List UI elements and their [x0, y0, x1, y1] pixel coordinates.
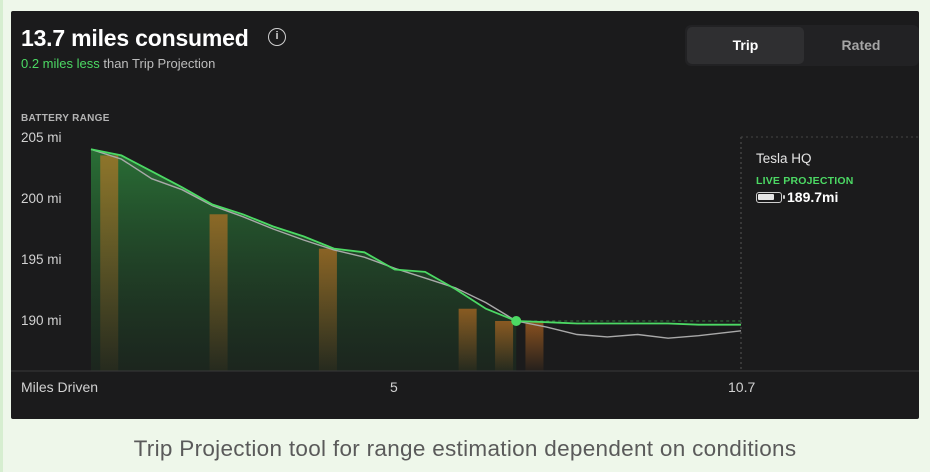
image-caption: Trip Projection tool for range estimatio…	[133, 436, 797, 461]
projection-area-fill	[91, 149, 517, 371]
y-tick-label: 195 mi	[21, 252, 62, 267]
projection-area	[91, 149, 517, 371]
high-energy-bands	[100, 155, 544, 371]
high-energy-band	[209, 214, 228, 371]
y-tick-label: 200 mi	[21, 191, 62, 206]
projection-range-line	[90, 148, 741, 326]
toggle-trip[interactable]: Trip	[687, 27, 804, 64]
info-circle-icon[interactable]: i	[268, 28, 286, 46]
difference-highlight: 0.2 miles less	[21, 56, 100, 71]
projected-arrival-range: 189.7mi	[787, 189, 839, 205]
high-energy-band	[525, 322, 544, 371]
frame-edge	[0, 0, 3, 472]
x-tick-label: 10.7	[728, 379, 756, 395]
high-energy-band	[458, 308, 477, 371]
y-tick-label: 190 mi	[21, 313, 62, 328]
x-tick-label: 5	[390, 379, 398, 395]
battery-icon	[756, 192, 785, 203]
high-energy-band	[495, 321, 514, 371]
destination-name: Tesla HQ	[756, 151, 812, 166]
high-energy-band	[318, 248, 337, 371]
miles-consumed-title: 13.7 miles consumed	[21, 25, 249, 51]
toggle-rated[interactable]: Rated	[841, 37, 881, 53]
trip-panel: 13.7 miles consumed i 0.2 miles less tha…	[11, 11, 919, 419]
y-tick-label: 205 mi	[21, 130, 62, 145]
difference-rest: than Trip Projection	[99, 56, 216, 71]
high-energy-band	[100, 155, 119, 371]
battery-range-chart	[11, 136, 919, 372]
range-mode-toggle: Trip Rated	[685, 25, 919, 66]
y-axis-title: BATTERY RANGE	[21, 113, 110, 124]
actual-range-line	[90, 148, 742, 339]
x-axis-title: Miles Driven	[21, 379, 99, 395]
projection-comparison: 0.2 miles less than Trip Projection	[21, 56, 215, 71]
live-projection-label: LIVE PROJECTION	[756, 175, 854, 187]
guide-lines	[11, 136, 919, 372]
